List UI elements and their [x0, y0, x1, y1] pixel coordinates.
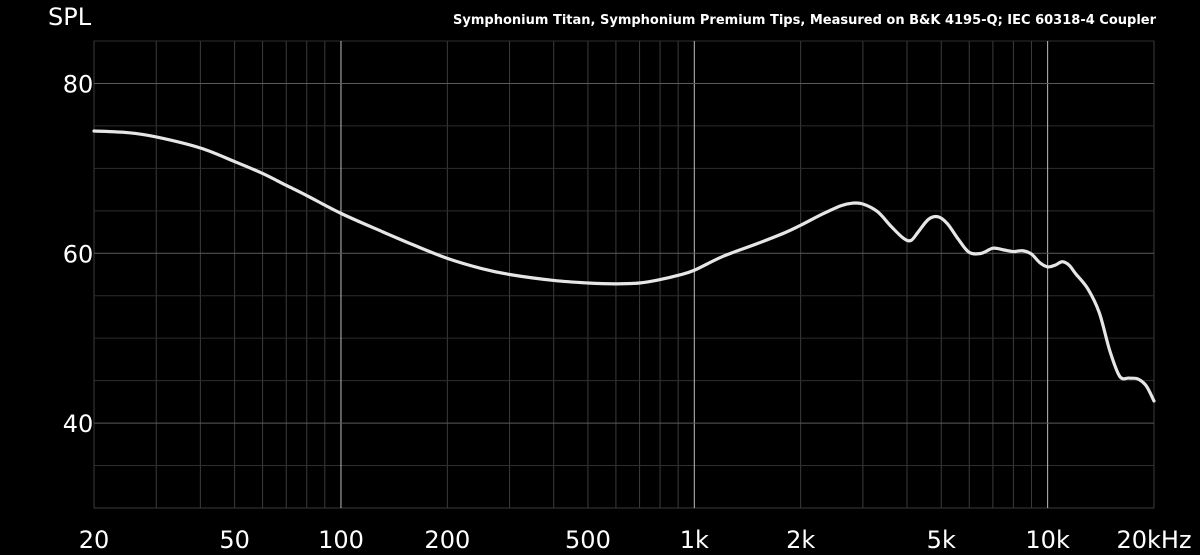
x-tick-label: 20: [79, 526, 110, 554]
minor-gridlines: [93, 40, 1155, 509]
x-tick-label: 2k: [786, 526, 815, 554]
y-tick-label: 40: [63, 410, 94, 438]
x-tick-label: 100: [318, 526, 364, 554]
series-layer: [92, 129, 1156, 403]
x-tick-label: 5k: [927, 526, 956, 554]
x-tick-label: 10k: [1025, 526, 1070, 554]
x-tick-label: 1k: [680, 526, 709, 554]
x-tick-label: 50: [219, 526, 250, 554]
y-tick-label: 80: [63, 70, 94, 98]
major-gridlines: [94, 41, 1154, 508]
y-tick-labels: 40 60 80: [63, 70, 94, 438]
y-tick-label: 60: [63, 240, 94, 268]
x-tick-labels: 20 50 100 200 500 1k 2k 5k 10k 20kHz: [79, 526, 1192, 554]
plot-frame: [93, 40, 1155, 509]
y-axis-label: SPL: [48, 3, 92, 31]
x-tick-label: 200: [424, 526, 470, 554]
x-tick-label: 20kHz: [1116, 526, 1191, 554]
x-tick-label: 500: [565, 526, 611, 554]
chart-title: Symphonium Titan, Symphonium Premium Tip…: [453, 13, 1157, 28]
frequency-response-line: [92, 129, 1156, 403]
